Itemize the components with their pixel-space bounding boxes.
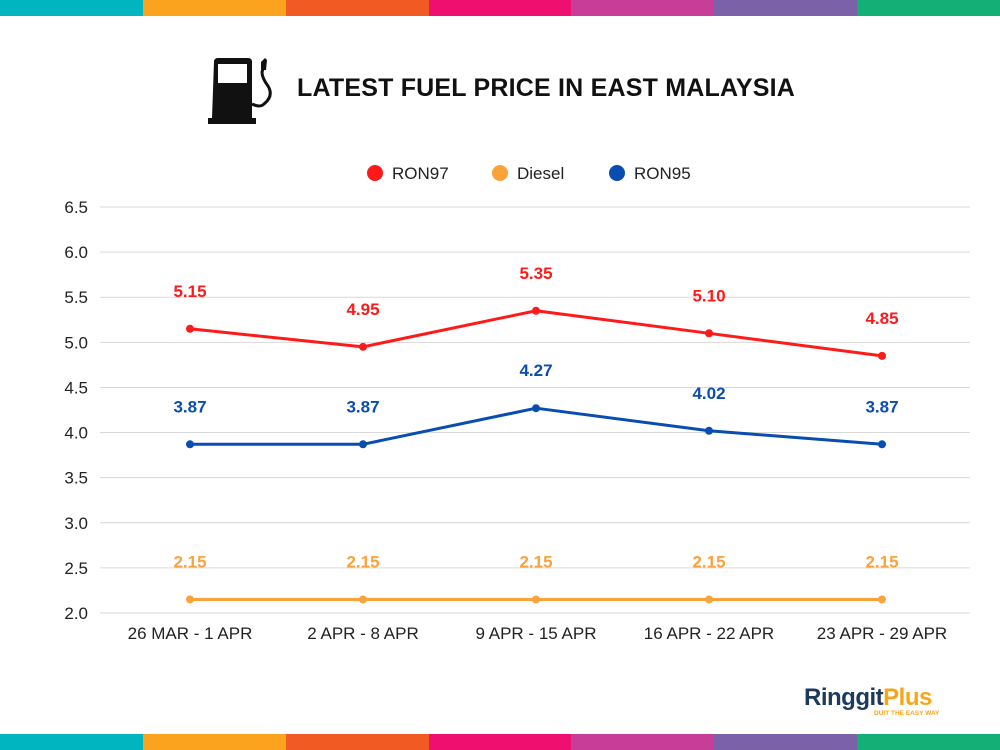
stripe-segment	[428, 734, 572, 750]
stripe-segment	[714, 0, 858, 16]
data-point	[705, 595, 713, 604]
data-label: 3.87	[865, 397, 898, 416]
data-label: 4.27	[519, 361, 552, 380]
data-point	[532, 404, 540, 413]
data-label: 2.15	[692, 552, 725, 571]
data-point	[705, 329, 713, 338]
stripe-segment	[571, 0, 715, 16]
y-tick-label: 3.5	[64, 469, 88, 488]
y-tick-label: 2.5	[64, 559, 88, 578]
data-label: 5.10	[692, 286, 725, 305]
data-label: 2.15	[865, 552, 898, 571]
stripe-segment	[0, 734, 143, 750]
data-point	[359, 595, 367, 604]
data-point	[878, 595, 886, 604]
top-color-stripe	[0, 0, 1000, 16]
data-label: 2.15	[173, 552, 206, 571]
legend-label: RON95	[634, 164, 691, 183]
x-tick-label: 16 APR - 22 APR	[644, 624, 774, 643]
y-tick-label: 4.0	[64, 424, 88, 443]
stripe-segment	[857, 734, 1000, 750]
y-tick-label: 2.0	[64, 604, 88, 623]
legend-marker	[492, 165, 508, 181]
data-label: 5.35	[519, 264, 552, 283]
svg-text:RinggitPlus: RinggitPlus	[804, 684, 932, 711]
x-tick-label: 26 MAR - 1 APR	[128, 624, 253, 643]
y-tick-label: 5.5	[64, 288, 88, 307]
bottom-color-stripe	[0, 734, 1000, 750]
data-point	[532, 306, 540, 315]
data-point	[186, 440, 194, 449]
data-label: 5.15	[173, 282, 206, 301]
stripe-segment	[571, 734, 715, 750]
series-line-ron95	[190, 406, 883, 446]
y-tick-label: 5.0	[64, 333, 88, 352]
data-label: 3.87	[346, 397, 379, 416]
y-tick-label: 6.5	[64, 198, 88, 217]
x-tick-label: 23 APR - 29 APR	[817, 624, 947, 643]
chart-title: LATEST FUEL PRICE IN EAST MALAYSIA	[297, 74, 796, 102]
x-tick-label: 9 APR - 15 APR	[476, 624, 597, 643]
ringgitplus-logo: RinggitPlus DUIT THE EASY WAY	[804, 684, 940, 717]
data-point	[359, 440, 367, 449]
data-label: 4.85	[865, 309, 898, 328]
data-point	[878, 440, 886, 449]
data-point	[359, 342, 367, 351]
data-label: 4.95	[346, 300, 379, 319]
stripe-segment	[428, 0, 572, 16]
legend-marker	[367, 165, 383, 181]
data-label: 2.15	[519, 552, 552, 571]
data-point	[186, 324, 194, 333]
data-label: 4.02	[692, 384, 725, 403]
data-point	[705, 426, 713, 435]
data-label: 3.87	[173, 397, 206, 416]
stripe-segment	[285, 734, 429, 750]
x-tick-label: 2 APR - 8 APR	[307, 624, 419, 643]
stripe-segment	[285, 0, 429, 16]
stripe-segment	[142, 734, 286, 750]
legend-label: Diesel	[517, 164, 564, 183]
data-point	[532, 595, 540, 604]
data-point	[186, 595, 194, 604]
svg-text:DUIT THE EASY WAY: DUIT THE EASY WAY	[874, 710, 940, 717]
fuel-pump-icon	[208, 58, 272, 124]
y-tick-label: 4.5	[64, 378, 88, 397]
legend-marker	[609, 165, 625, 181]
data-point	[878, 351, 886, 360]
series-line-ron97	[189, 309, 883, 358]
stripe-segment	[714, 734, 858, 750]
y-tick-label: 3.0	[64, 514, 88, 533]
y-tick-label: 6.0	[64, 243, 88, 262]
data-label: 2.15	[346, 552, 379, 571]
legend-label: RON97	[392, 164, 449, 183]
stripe-segment	[142, 0, 286, 16]
stripe-segment	[857, 0, 1000, 16]
stripe-segment	[0, 0, 143, 16]
